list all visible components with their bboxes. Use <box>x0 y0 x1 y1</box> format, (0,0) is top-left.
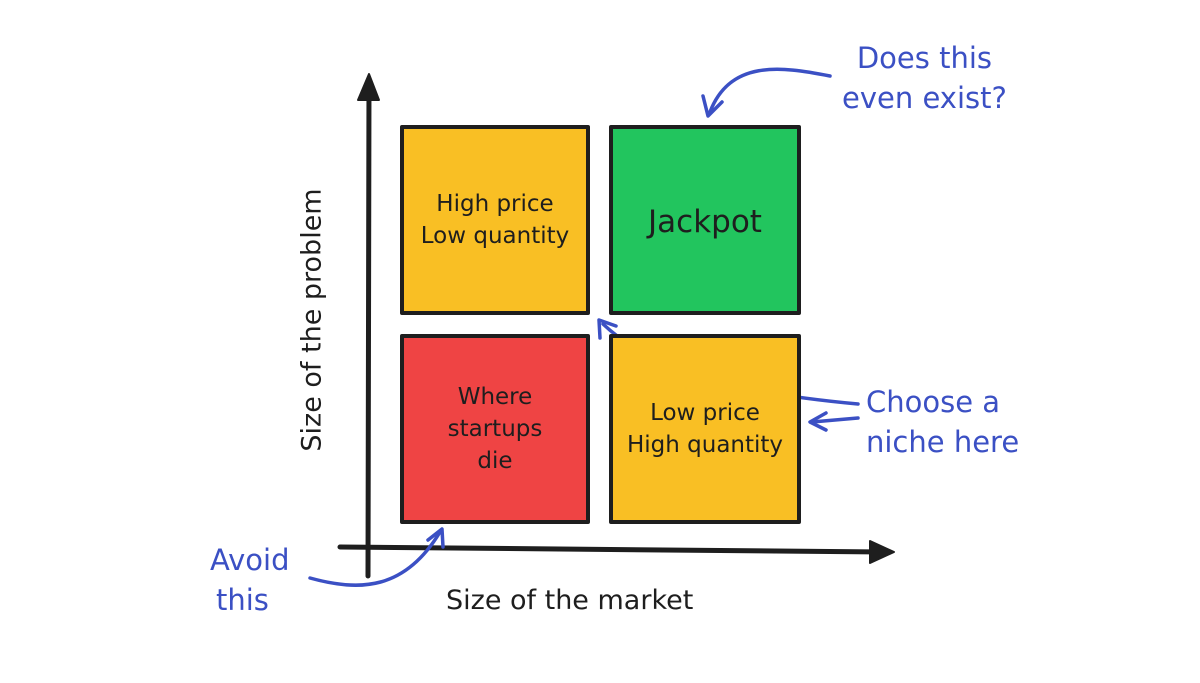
annotation-line: Does this <box>856 41 993 75</box>
arrowhead-choose-niche-center <box>597 318 618 340</box>
arrow-does-this-exist <box>708 67 832 114</box>
quadrant-low-price-high-quantity: Low price High quantity <box>609 334 801 524</box>
y-axis-line <box>365 77 372 579</box>
arrowhead-choose-niche-right <box>808 411 828 432</box>
annotation-choose-niche: Choose a niche here <box>866 382 1019 462</box>
quadrant-text-line: High quantity <box>626 432 784 458</box>
annotation-does-this-exist: Does this even exist? <box>842 38 1007 118</box>
quadrant-text-line: Low quantity <box>420 223 570 249</box>
annotation-line: this <box>216 583 269 617</box>
quadrant-text-line: Low price <box>650 400 760 426</box>
annotation-line: even exist? <box>842 81 1007 115</box>
arrowhead-avoid-this <box>426 527 445 549</box>
x-axis-line <box>337 544 887 555</box>
annotation-avoid-this: Avoid this <box>210 540 290 620</box>
arrowhead-does-this-exist <box>701 94 724 118</box>
quadrant-text-line: Jackpot <box>648 204 762 240</box>
quadrant-where-startups-die: Where startups die <box>400 334 590 524</box>
quadrant-text-line: die <box>477 448 513 474</box>
quadrant-text-line: startups <box>447 416 543 442</box>
annotation-line: Choose a <box>866 385 1001 419</box>
annotation-line: niche here <box>866 425 1020 459</box>
quadrant-high-price-low-quantity: High price Low quantity <box>400 125 590 315</box>
arrow-avoid-this <box>308 530 442 587</box>
y-axis-arrowhead <box>357 73 380 101</box>
annotation-line: Avoid <box>210 543 290 577</box>
x-axis-label: Size of the market <box>446 585 694 616</box>
quadrant-jackpot: Jackpot <box>609 125 801 315</box>
quadrant-text-line: Where <box>457 384 533 410</box>
arrow-choose-niche-to-right <box>810 416 860 424</box>
quadrant-text-line: High price <box>436 191 554 217</box>
y-axis-label: Size of the problem <box>296 188 328 452</box>
x-axis-arrowhead <box>869 540 895 564</box>
